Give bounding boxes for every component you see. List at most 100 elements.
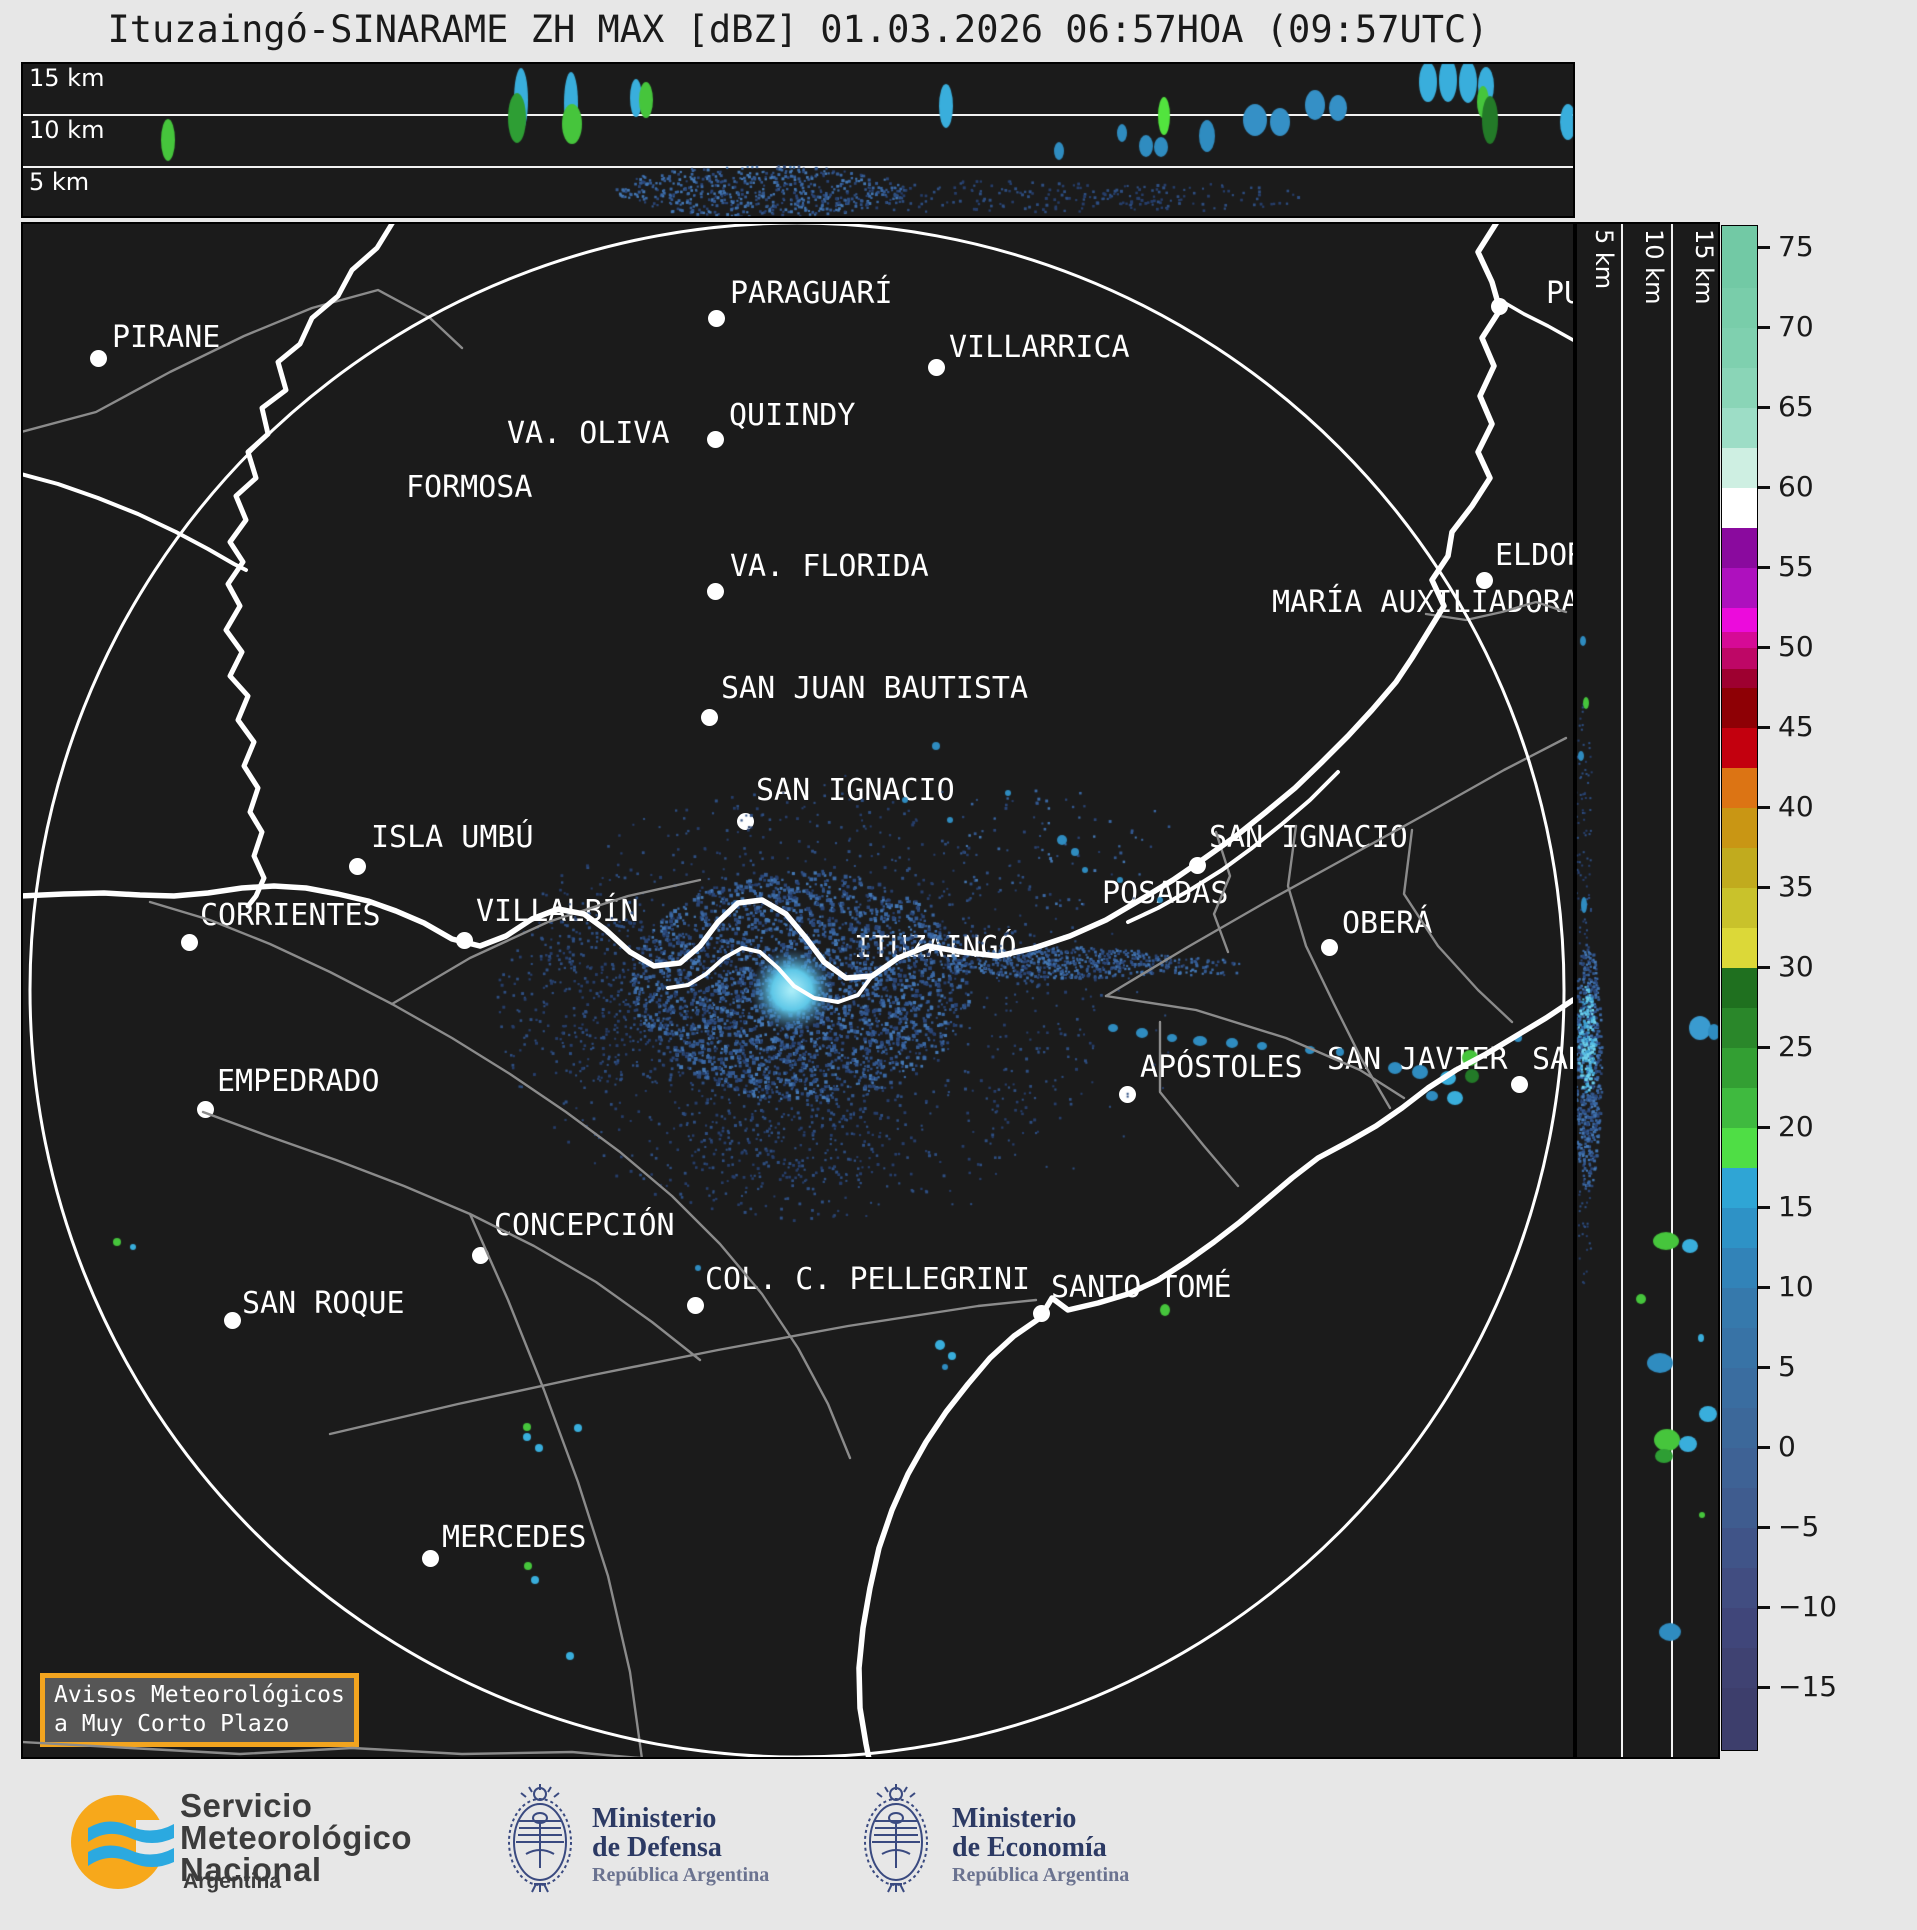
city-dot <box>456 932 473 949</box>
colorbar-segment <box>1722 669 1757 689</box>
city-dot <box>472 1247 489 1264</box>
colorbar-segment <box>1722 1608 1757 1649</box>
colorbar-tick-label: 45 <box>1778 710 1814 744</box>
colorbar-segment <box>1722 1488 1757 1529</box>
cross-section-top-panel: 15 km 10 km 5 km <box>21 62 1575 218</box>
page-title: Ituzaingó-SINARAME ZH MAX [dBZ] 01.03.20… <box>107 8 1489 51</box>
colorbar-segment <box>1722 632 1757 649</box>
radar-site-marker <box>789 985 801 997</box>
city-label: QUIINDY <box>729 398 856 433</box>
dbz-colorbar <box>1721 225 1758 1751</box>
colorbar-segment <box>1722 1688 1757 1750</box>
colorbar-segment <box>1722 1288 1757 1329</box>
colorbar-segment <box>1722 888 1757 929</box>
colorbar-tick <box>1758 326 1770 330</box>
colorbar-tick <box>1758 486 1770 490</box>
city-dot <box>707 583 724 600</box>
city-dot <box>181 934 198 951</box>
city-dot <box>1511 1076 1528 1093</box>
city-label: PARAGUARÍ <box>730 276 893 311</box>
colorbar-tick <box>1758 1446 1770 1450</box>
altitude-grid-line <box>1621 224 1623 1757</box>
colorbar-tick-label: 10 <box>1778 1270 1814 1304</box>
colorbar-tick-label: −5 <box>1778 1510 1820 1544</box>
economia-name-line2: de Economía <box>952 1832 1107 1863</box>
footer: Servicio Meteorológico Nacional Argentin… <box>0 1762 1917 1909</box>
colorbar-tick-label: −15 <box>1778 1670 1838 1704</box>
colorbar-segment <box>1722 1088 1757 1129</box>
city-dot <box>928 359 945 376</box>
city-dot <box>1491 298 1508 315</box>
colorbar-tick-label: 35 <box>1778 870 1814 904</box>
smn-wave-icon <box>88 1821 174 1843</box>
colorbar-tick <box>1758 1606 1770 1610</box>
colorbar-segment <box>1722 1048 1757 1089</box>
city-label: COL. C. PELLEGRINI <box>705 1262 1031 1297</box>
city-label: OBERÁ <box>1342 906 1433 941</box>
colorbar-tick-label: 55 <box>1778 550 1814 584</box>
city-label: FORMOSA <box>406 470 533 505</box>
colorbar-tick-label: 70 <box>1778 310 1814 344</box>
city-label: VA. OLIVA <box>507 416 670 451</box>
radar-map-panel: PIRANE PARAGUARÍ VILLARRICA VA. OLIVA QUIIND… <box>21 222 1575 1759</box>
city-dot <box>422 1550 439 1567</box>
smn-name-line1: Servicio <box>180 1787 313 1824</box>
colorbar-segment <box>1722 1128 1757 1169</box>
city-label: ITUZAINGÓ <box>854 930 1017 965</box>
city-dot <box>1189 857 1206 874</box>
colorbar-segment <box>1722 1248 1757 1289</box>
city-label: SANTO TOMÉ <box>1051 1270 1232 1305</box>
defensa-name-line1: Ministerio <box>592 1803 717 1834</box>
smn-logo <box>71 1795 176 1889</box>
colorbar-segment <box>1722 848 1757 889</box>
colorbar-segment <box>1722 768 1757 809</box>
colorbar-tick <box>1758 966 1770 970</box>
smn-wave-icon <box>88 1845 174 1867</box>
city-label: VA. FLORIDA <box>730 549 929 584</box>
smn-country: Argentina <box>183 1870 282 1893</box>
city-label: SAN JAVIER <box>1327 1042 1508 1077</box>
colorbar-tick <box>1758 406 1770 410</box>
defensa-name-line2: de Defensa <box>592 1832 722 1863</box>
colorbar-tick <box>1758 246 1770 250</box>
colorbar-tick-label: 0 <box>1778 1430 1796 1464</box>
city-dot <box>708 310 725 327</box>
smn-name-line3: Nacional <box>180 1851 322 1888</box>
colorbar-tick-label: 15 <box>1778 1190 1814 1224</box>
colorbar-segment <box>1722 448 1757 489</box>
colorbar-tick <box>1758 1366 1770 1370</box>
colorbar-segment <box>1722 528 1757 569</box>
colorbar-segment <box>1722 488 1757 529</box>
city-label: CORRIENTES <box>200 898 381 933</box>
city-label: ISLA UMBÚ <box>371 820 534 855</box>
colorbar-tick <box>1758 886 1770 890</box>
economia-name-line1: Ministerio <box>952 1803 1077 1834</box>
colorbar-segment <box>1722 1328 1757 1369</box>
colorbar-segment <box>1722 288 1757 329</box>
colorbar-segment <box>1722 1528 1757 1569</box>
colorbar-tick-label: 25 <box>1778 1030 1814 1064</box>
altitude-label: 10 km <box>29 116 105 144</box>
colorbar-tick <box>1758 806 1770 810</box>
colorbar-segment <box>1722 408 1757 449</box>
city-dot <box>90 350 107 367</box>
colorbar-segment <box>1722 226 1757 289</box>
city-label: SAN ROQUE <box>242 1286 405 1321</box>
smn-name-line2: Meteorológico <box>180 1819 413 1856</box>
colorbar-segment <box>1722 328 1757 369</box>
colorbar-segment <box>1722 1568 1757 1609</box>
colorbar-tick-label: 20 <box>1778 1110 1814 1144</box>
colorbar-segment <box>1722 1168 1757 1209</box>
colorbar-segment <box>1722 648 1757 670</box>
warning-annotation-line: Avisos Meteorológicos <box>54 1682 345 1708</box>
city-label: CONCEPCIÓN <box>494 1208 675 1243</box>
city-dot <box>1321 939 1338 956</box>
city-dot <box>224 1312 241 1329</box>
city-label: SAN IGNACIO <box>1209 820 1408 855</box>
city-dot <box>197 1101 214 1118</box>
colorbar-tick <box>1758 726 1770 730</box>
colorbar-segment <box>1722 1648 1757 1689</box>
altitude-grid-line <box>23 114 1573 116</box>
city-label: APÓSTOLES <box>1140 1050 1303 1085</box>
colorbar-segment <box>1722 1208 1757 1249</box>
